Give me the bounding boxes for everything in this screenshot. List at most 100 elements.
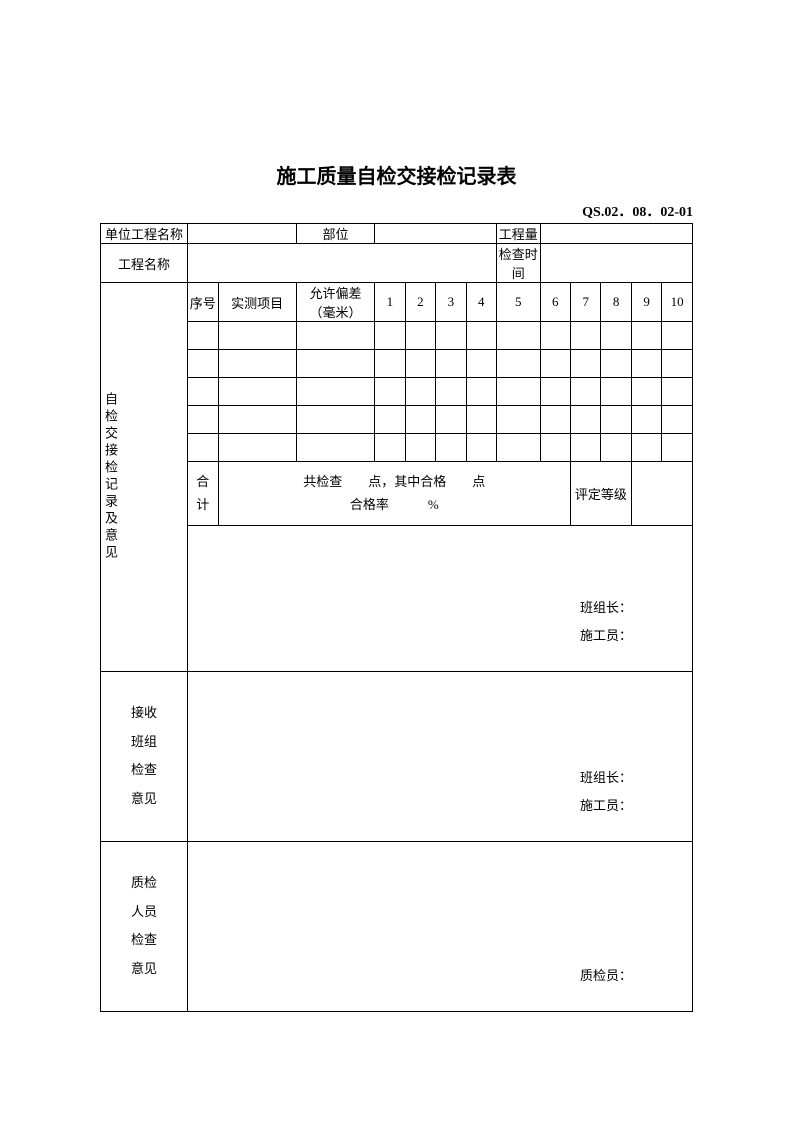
department-value [375, 224, 497, 244]
cell [405, 322, 435, 350]
section2-label-l1: 接收 [101, 699, 187, 728]
unit-project-name-label: 单位工程名称 [101, 224, 188, 244]
cell [436, 378, 466, 406]
cell [188, 322, 218, 350]
cell [570, 406, 600, 434]
cell [296, 322, 374, 350]
cell [188, 406, 218, 434]
page-title: 施工质量自检交接检记录表 [100, 160, 693, 189]
cell [466, 406, 496, 434]
cell [375, 322, 405, 350]
cell [218, 350, 296, 378]
cell [466, 350, 496, 378]
section3-label: 质检 人员 检查 意见 [101, 841, 188, 1011]
cell [375, 434, 405, 462]
cell [405, 350, 435, 378]
data-row-4 [101, 406, 693, 434]
summary-line2: 合格率 % [350, 497, 439, 512]
data-row-1 [101, 322, 693, 350]
cell [375, 406, 405, 434]
cell [405, 378, 435, 406]
summary-row: 合计 共检查 点，其中合格 点 合格率 % 评定等级 [101, 462, 693, 526]
section1-sig2: 施工员： [580, 622, 632, 651]
cell [188, 378, 218, 406]
heji-label: 合计 [188, 462, 218, 526]
cell [375, 350, 405, 378]
quantity-label: 工程量 [497, 224, 541, 244]
col-5: 5 [497, 283, 541, 322]
cell [570, 434, 600, 462]
cell [218, 322, 296, 350]
cell [601, 350, 631, 378]
cell [436, 322, 466, 350]
section1-sig-block: 班组长： 施工员： [188, 525, 693, 671]
cell [631, 378, 661, 406]
cell [662, 378, 693, 406]
cell [662, 350, 693, 378]
section2-label-l4: 意见 [101, 785, 187, 814]
cell [662, 434, 693, 462]
section1-label: 自检交接检记录及意见 [101, 283, 188, 672]
cell [662, 322, 693, 350]
section3-sig1: 质检员： [580, 962, 632, 991]
column-header-row: 自检交接检记录及意见 序号 实测项目 允许偏差 （毫米） 1 2 3 4 5 6… [101, 283, 693, 322]
section3-label-l3: 检查 [101, 926, 187, 955]
cell [601, 406, 631, 434]
cell [218, 378, 296, 406]
col-10: 10 [662, 283, 693, 322]
unit-project-name-value [188, 224, 297, 244]
cell [570, 378, 600, 406]
cell [601, 322, 631, 350]
cell [436, 406, 466, 434]
inspection-time-label: 检查时间 [497, 244, 541, 283]
project-name-label: 工程名称 [101, 244, 188, 283]
col-measured-item: 实测项目 [218, 283, 296, 322]
col-1: 1 [375, 283, 405, 322]
inspection-time-value [540, 244, 692, 283]
cell [497, 350, 541, 378]
section2-content: 班组长： 施工员： [188, 671, 693, 841]
cell [405, 434, 435, 462]
cell [662, 406, 693, 434]
cell [497, 322, 541, 350]
section1-label-text: 自检交接检记录及意见 [101, 384, 120, 570]
section2-label: 接收 班组 检查 意见 [101, 671, 188, 841]
cell [631, 322, 661, 350]
cell [466, 434, 496, 462]
cell [540, 406, 570, 434]
cell [436, 350, 466, 378]
section2-label-l3: 检查 [101, 756, 187, 785]
col-allowable-deviation-l2: （毫米） [310, 305, 362, 320]
section3-content: 质检员： [188, 841, 693, 1011]
doc-number: QS.02．08．02-01 [100, 201, 693, 221]
header-row-2: 工程名称 检查时间 [101, 244, 693, 283]
col-8: 8 [601, 283, 631, 322]
section3-label-l4: 意见 [101, 955, 187, 984]
cell [466, 378, 496, 406]
section2-sig2: 施工员： [580, 792, 632, 821]
cell [570, 350, 600, 378]
cell [436, 434, 466, 462]
data-row-5 [101, 434, 693, 462]
header-row-1: 单位工程名称 部位 工程量 [101, 224, 693, 244]
cell [296, 350, 374, 378]
cell [296, 434, 374, 462]
cell [218, 434, 296, 462]
data-row-2 [101, 350, 693, 378]
cell [296, 406, 374, 434]
grade-value [631, 462, 692, 526]
cell [188, 350, 218, 378]
cell [497, 378, 541, 406]
section2-label-l2: 班组 [101, 728, 187, 757]
cell [218, 406, 296, 434]
cell [601, 434, 631, 462]
project-name-value [188, 244, 497, 283]
section1-sig1: 班组长： [580, 594, 632, 623]
cell [188, 434, 218, 462]
cell [540, 350, 570, 378]
cell [405, 406, 435, 434]
data-row-3 [101, 378, 693, 406]
cell [540, 322, 570, 350]
col-allowable-deviation-l1: 允许偏差 [310, 286, 362, 301]
main-table: 单位工程名称 部位 工程量 工程名称 检查时间 自检交接检记录及意见 序号 实测… [100, 223, 693, 1012]
